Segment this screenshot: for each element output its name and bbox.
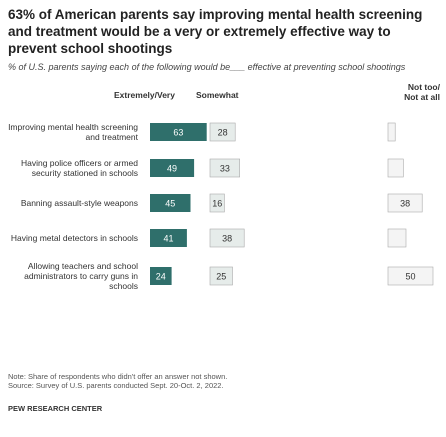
value-label: 28 <box>218 127 228 137</box>
bar <box>209 266 233 286</box>
note: Note: Share of respondents who didn't of… <box>8 372 228 381</box>
bar <box>150 123 207 141</box>
category-label: Banning assault-style weapons <box>20 198 138 208</box>
bar <box>150 159 195 177</box>
bar <box>150 194 191 212</box>
value-label: 16 <box>212 198 222 208</box>
bar <box>387 193 423 213</box>
legend-entry: Somewhat <box>196 90 239 100</box>
value-label: 41 <box>163 233 173 243</box>
category-label: Having metal detectors in schools <box>10 233 138 243</box>
category-label: Having police officers or armed security… <box>20 158 138 178</box>
category-label: Improving mental health screening and tr… <box>8 122 138 142</box>
bar <box>387 266 434 286</box>
source: Source: Survey of U.S. parents conducted… <box>8 381 224 390</box>
footer: PEW RESEARCH CENTER <box>8 404 103 413</box>
bar <box>387 158 404 178</box>
legend-entry: Extremely/Very <box>114 90 175 100</box>
value-label: 38 <box>400 198 410 208</box>
legend-entry: Not too/ Not at all <box>404 82 440 102</box>
bar <box>150 229 187 247</box>
bar <box>387 228 407 248</box>
note-block: Note: Share of respondents who didn't of… <box>8 372 438 390</box>
value-label: 38 <box>222 233 232 243</box>
value-label: 63 <box>173 127 183 137</box>
bar <box>209 158 241 178</box>
value-label: 49 <box>167 163 177 173</box>
bar <box>209 228 245 248</box>
category-label: Allowing teachers and school administrat… <box>24 261 138 291</box>
value-label: 50 <box>405 271 415 281</box>
value-label: 24 <box>156 271 166 281</box>
value-label: 45 <box>165 198 175 208</box>
bar <box>150 267 172 285</box>
value-label: 25 <box>216 271 226 281</box>
value-label: 33 <box>220 163 230 173</box>
chart-title: 63% of American parents say improving me… <box>8 7 423 56</box>
bar <box>209 193 225 213</box>
bar <box>209 122 236 142</box>
bar <box>387 122 396 142</box>
chart-subtitle: % of U.S. parents saying each of the fol… <box>8 62 406 72</box>
